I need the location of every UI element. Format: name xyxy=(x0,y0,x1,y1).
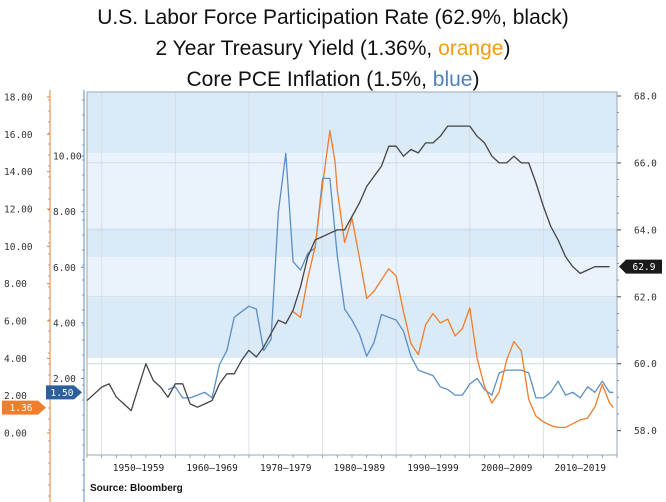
black-axis-tick-label: 66.0 xyxy=(634,158,657,169)
black-axis-tick-label: 58.0 xyxy=(634,426,657,437)
orange-last-value-tag xyxy=(2,400,46,415)
orange-axis-tick-label: 6.00 xyxy=(4,317,27,328)
orange-axis-tick-label: 10.00 xyxy=(4,242,33,253)
x-axis-tick-label: 1950–1959 xyxy=(113,463,165,474)
black-axis-tick-label: 68.0 xyxy=(634,92,657,103)
title-line-3: Core PCE Inflation (1.5%, blue) xyxy=(0,64,666,95)
blue-axis-tick-label: 8.00 xyxy=(53,207,76,218)
x-axis-tick-label: 1990–1999 xyxy=(407,463,459,474)
background-band xyxy=(87,257,617,298)
blue-axis-tick-label: 4.00 xyxy=(53,318,76,329)
blue-axis-tick-label: 2.00 xyxy=(53,374,76,385)
source-note: Source: Bloomberg xyxy=(90,483,183,494)
x-axis-tick-label: 1980–1989 xyxy=(334,463,386,474)
title-line-2: 2 Year Treasury Yield (1.36%, orange) xyxy=(0,33,666,64)
chart-titles: U.S. Labor Force Participation Rate (62.… xyxy=(0,2,666,95)
title-line-3-suffix: ) xyxy=(472,68,480,91)
orange-axis-tick-label: 18.00 xyxy=(4,93,33,104)
orange-axis-tick-label: 8.00 xyxy=(4,279,27,290)
blue-axis-tick-label: 10.00 xyxy=(53,152,82,163)
title-line-2-prefix: 2 Year Treasury Yield (1.36%, xyxy=(155,37,439,60)
core-pce-line xyxy=(167,152,614,399)
black-last-value-tag xyxy=(619,259,662,274)
orange-axis-tick-label: 0.00 xyxy=(4,429,27,440)
orange-last-value-label: 1.36 xyxy=(10,403,33,414)
x-axis-tick-label: 2000–2009 xyxy=(481,463,533,474)
black-last-value-label: 62.9 xyxy=(633,262,656,273)
black-axis-tick-label: 64.0 xyxy=(634,225,657,236)
title-line-2-suffix: ) xyxy=(503,37,511,60)
blue-last-value-tag xyxy=(46,385,82,400)
background-band xyxy=(87,358,617,455)
blue-last-value-label: 1.50 xyxy=(51,388,74,399)
orange-axis-tick-label: 12.00 xyxy=(4,205,33,216)
treasury-yield-line xyxy=(292,129,614,429)
x-axis-tick-label: 1970–1979 xyxy=(260,463,312,474)
title-line-3-prefix: Core PCE Inflation (1.5%, xyxy=(186,68,433,91)
orange-axis-tick-label: 16.00 xyxy=(4,130,33,141)
labor-force-participation-line xyxy=(86,125,610,412)
title-line-1: U.S. Labor Force Participation Rate (62.… xyxy=(97,6,569,29)
black-axis-tick-label: 62.0 xyxy=(634,292,657,303)
orange-axis-tick-label: 4.00 xyxy=(4,354,27,365)
orange-axis-tick-label: 14.00 xyxy=(4,167,33,178)
orange-axis-tick-label: 2.00 xyxy=(4,391,27,402)
blue-axis-tick-label: 6.00 xyxy=(53,263,76,274)
x-axis-tick-label: 2010–2019 xyxy=(554,463,606,474)
x-axis-tick-label: 1960–1969 xyxy=(186,463,238,474)
background-band xyxy=(87,92,617,153)
black-axis-tick-label: 60.0 xyxy=(634,359,657,370)
title-line-3-blue: blue xyxy=(432,68,473,91)
background-band xyxy=(87,298,617,358)
title-line-2-orange: orange xyxy=(438,37,504,60)
background-band xyxy=(87,228,617,257)
